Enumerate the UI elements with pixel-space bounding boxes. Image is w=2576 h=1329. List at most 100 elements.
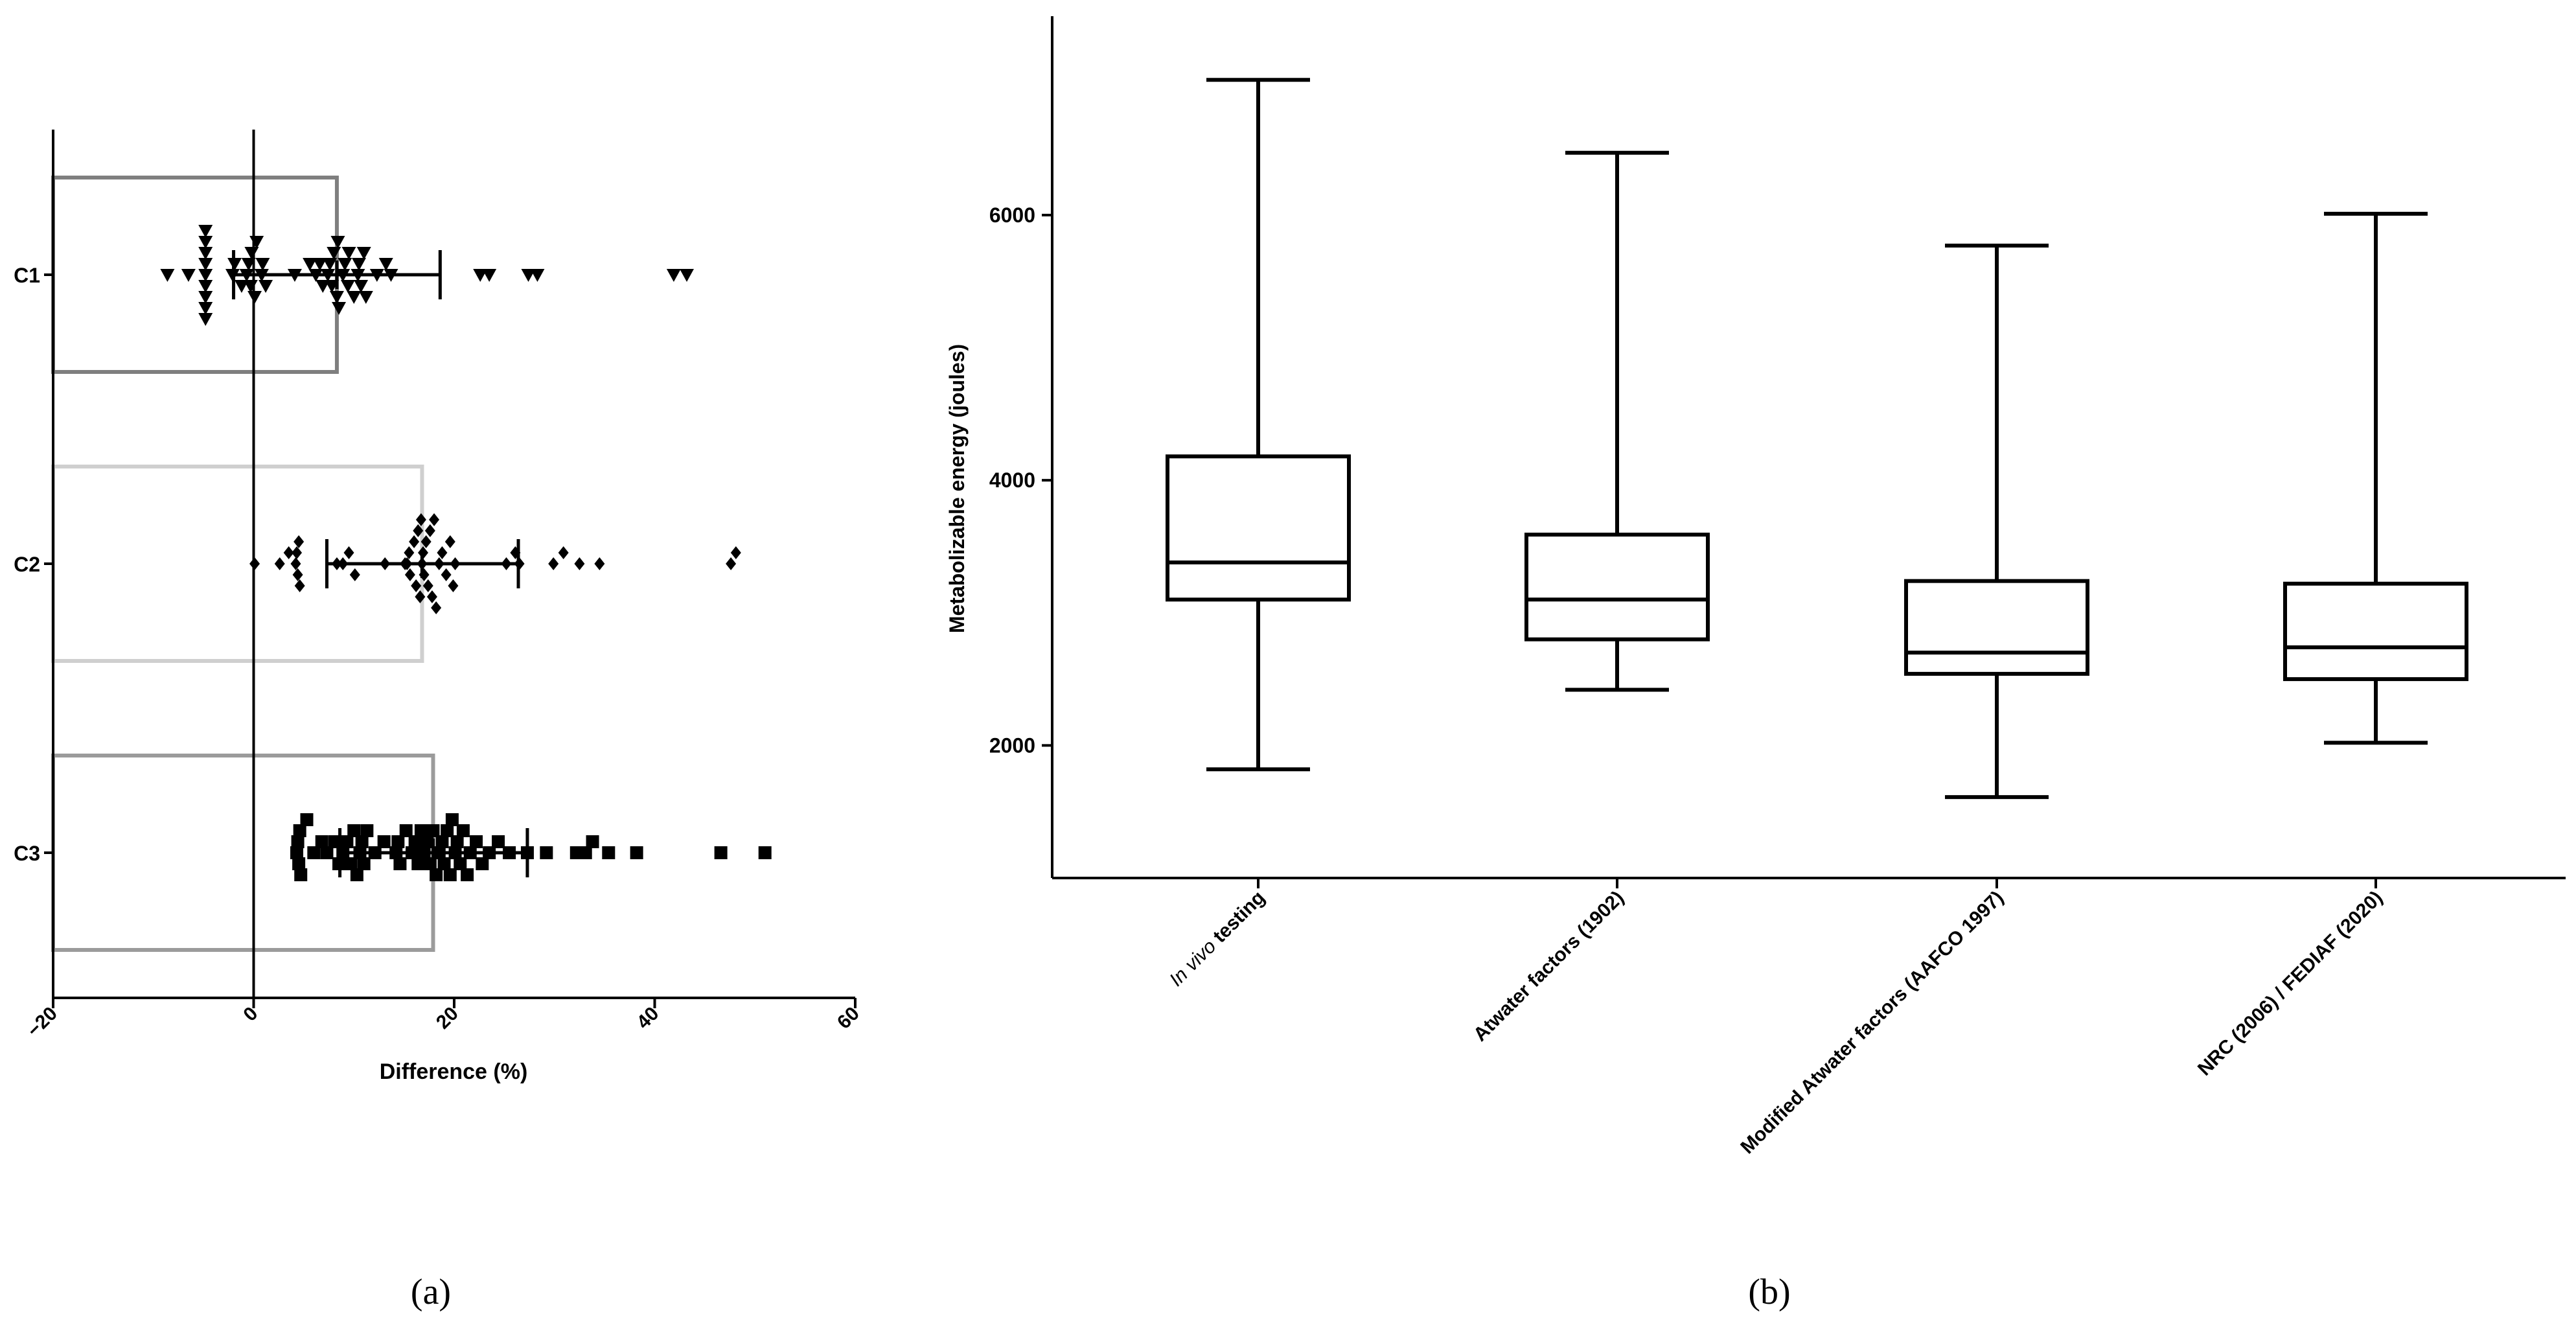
category-label: NRC (2006) / FEDIAF (2020) <box>2194 887 2387 1080</box>
point-C2 <box>448 579 459 592</box>
point-C2 <box>294 579 305 592</box>
category-label-italic: In vivo <box>1166 936 1221 991</box>
point-C1 <box>198 269 213 282</box>
panel-a-label: (a) <box>411 1272 451 1312</box>
x-tick-label: 40 <box>633 1003 663 1034</box>
point-C1 <box>666 269 681 282</box>
point-C3 <box>456 824 470 837</box>
point-C2 <box>249 557 260 570</box>
point-C3 <box>292 857 306 870</box>
panel-a-y-categories: C1 C2 C3 <box>14 264 53 865</box>
box-iqr <box>1524 533 1710 641</box>
point-C3 <box>347 824 361 837</box>
point-C3 <box>357 857 371 870</box>
point-C3 <box>408 835 422 848</box>
box-2 <box>1524 150 1710 692</box>
point-C1 <box>198 236 213 249</box>
category-label-C3: C3 <box>14 842 40 865</box>
point-C1 <box>378 258 393 271</box>
point-C2 <box>283 546 294 559</box>
category-label-C1: C1 <box>14 264 40 287</box>
point-C1 <box>530 269 545 282</box>
box-1 <box>1166 78 1351 772</box>
point-C1 <box>198 225 213 238</box>
x-tick-label: 20 <box>432 1003 463 1034</box>
point-C3 <box>293 824 306 837</box>
panel-a-x-axis-label: Difference (%) <box>380 1059 528 1084</box>
x-tick-label: 60 <box>833 1003 864 1034</box>
panel-b-y-axis-label: Metabolizable energy (joules) <box>945 344 969 633</box>
point-C3 <box>344 857 358 870</box>
point-C2 <box>548 557 559 570</box>
point-C2 <box>558 546 569 559</box>
point-C3 <box>420 835 434 848</box>
point-C1 <box>198 291 213 304</box>
point-C1 <box>316 280 330 293</box>
box-iqr <box>1166 454 1351 602</box>
point-C2 <box>274 557 285 570</box>
point-C2 <box>431 601 442 614</box>
point-C1 <box>354 280 369 293</box>
point-C1 <box>327 247 341 260</box>
panel-a-points <box>160 225 772 881</box>
point-C2 <box>424 524 435 537</box>
point-C3 <box>300 813 314 826</box>
point-C3 <box>294 868 308 881</box>
point-C1 <box>244 247 259 260</box>
point-C3 <box>399 824 413 837</box>
category-label-text: NRC (2006) / FEDIAF (2020) <box>2194 887 2387 1080</box>
point-C2 <box>422 579 433 592</box>
point-C3 <box>355 835 369 848</box>
point-C1 <box>198 247 213 260</box>
point-C1 <box>160 269 175 282</box>
point-C2 <box>730 546 741 559</box>
point-C3 <box>360 824 374 837</box>
point-C1 <box>347 291 362 304</box>
point-C1 <box>247 291 262 304</box>
category-label: Atwater factors (1902) <box>1469 887 1628 1046</box>
point-C3 <box>377 835 391 848</box>
point-C3 <box>441 824 454 837</box>
point-C2 <box>415 590 426 603</box>
point-C3 <box>586 835 599 848</box>
point-C1 <box>198 258 213 271</box>
point-C2 <box>413 524 424 537</box>
point-C1 <box>521 269 536 282</box>
point-C3 <box>291 835 305 848</box>
point-C3 <box>540 846 553 859</box>
panel-b-y-ticks: 2000 4000 6000 <box>989 203 1052 757</box>
y-tick-label: 4000 <box>989 468 1035 492</box>
point-C1 <box>241 258 256 271</box>
point-C1 <box>358 291 373 304</box>
point-C1 <box>329 291 344 304</box>
point-C2 <box>429 513 440 526</box>
point-C2 <box>292 546 303 559</box>
point-C1 <box>356 247 371 260</box>
point-C3 <box>714 846 728 859</box>
point-C3 <box>758 846 772 859</box>
box-iqr <box>1904 579 2089 676</box>
point-C2 <box>726 557 737 570</box>
point-C2 <box>292 568 303 581</box>
point-C2 <box>349 568 360 581</box>
point-C3 <box>630 846 643 859</box>
y-tick-label: 6000 <box>989 203 1035 227</box>
point-C3 <box>443 868 457 881</box>
panel-b-boxes <box>1166 78 2468 800</box>
point-C2 <box>293 535 305 548</box>
category-label-text: Atwater factors (1902) <box>1469 887 1628 1046</box>
point-C1 <box>249 236 264 249</box>
panel-a-dot-plot: −20 0 20 40 60 C1 C2 C3 Difference (%) (a) <box>14 130 864 1312</box>
point-C1 <box>198 302 213 315</box>
panel-b-x-categories: In vivo testing Atwater factors (1902) Mod… <box>1166 878 2387 1158</box>
y-tick-label: 2000 <box>989 734 1035 757</box>
box-4 <box>2283 211 2468 745</box>
point-C3 <box>445 813 459 826</box>
box-iqr <box>2283 581 2468 682</box>
point-C3 <box>602 846 615 859</box>
point-C3 <box>340 835 354 848</box>
point-C1 <box>332 302 347 315</box>
point-C1 <box>303 258 317 271</box>
point-C3 <box>435 835 449 848</box>
point-C3 <box>430 868 443 881</box>
